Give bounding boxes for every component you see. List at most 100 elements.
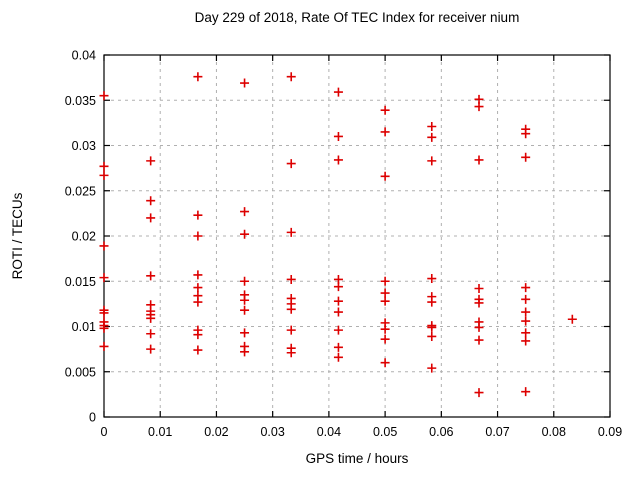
data-point — [99, 241, 109, 251]
data-point — [427, 331, 437, 341]
data-point — [240, 78, 250, 88]
y-axis-label: ROTI / TECUs — [10, 192, 25, 279]
y-tick-label: 0.005 — [65, 365, 96, 379]
y-tick-label: 0.025 — [65, 184, 96, 198]
data-point — [380, 324, 390, 334]
data-point — [146, 344, 156, 354]
data-point — [333, 296, 343, 306]
data-point — [240, 295, 250, 305]
data-point — [193, 297, 203, 307]
data-point — [286, 227, 296, 237]
y-tick-label: 0.035 — [65, 94, 96, 108]
data-point — [521, 283, 531, 293]
data-point — [427, 132, 437, 142]
data-point — [427, 274, 437, 284]
data-point — [380, 276, 390, 286]
data-point — [380, 288, 390, 298]
data-point — [240, 276, 250, 286]
data-point — [146, 213, 156, 223]
data-point — [146, 313, 156, 323]
x-tick-label: 0.06 — [429, 425, 453, 439]
data-point — [333, 87, 343, 97]
x-tick-label: 0.04 — [317, 425, 341, 439]
x-tick-label: 0.01 — [148, 425, 172, 439]
data-point — [427, 121, 437, 131]
data-point — [286, 159, 296, 169]
data-point — [99, 308, 109, 318]
x-tick-label: 0.05 — [373, 425, 397, 439]
x-tick-label: 0 — [101, 425, 108, 439]
data-point — [474, 335, 484, 345]
data-point — [521, 387, 531, 397]
data-point — [286, 348, 296, 358]
data-point — [146, 271, 156, 281]
x-tick-label: 0.07 — [485, 425, 509, 439]
data-point — [427, 156, 437, 166]
data-point — [146, 329, 156, 339]
x-tick-label: 0.09 — [598, 425, 622, 439]
data-point — [99, 161, 109, 171]
data-point — [99, 273, 109, 283]
data-point — [193, 210, 203, 220]
data-point — [99, 170, 109, 180]
data-point — [427, 363, 437, 373]
data-point — [427, 322, 437, 332]
data-point — [240, 305, 250, 315]
data-point — [333, 155, 343, 165]
data-point — [521, 129, 531, 139]
data-point — [333, 342, 343, 352]
data-point — [333, 282, 343, 292]
data-point — [427, 297, 437, 307]
chart-title: Day 229 of 2018, Rate Of TEC Index for r… — [195, 10, 520, 25]
data-point — [521, 336, 531, 346]
data-point — [380, 334, 390, 344]
x-tick-label: 0.02 — [204, 425, 228, 439]
data-point — [193, 345, 203, 355]
data-point — [333, 131, 343, 141]
data-point — [286, 304, 296, 314]
data-point — [567, 314, 577, 324]
data-point — [333, 307, 343, 317]
data-point — [193, 270, 203, 280]
data-point — [474, 298, 484, 308]
y-tick-label: 0.03 — [72, 139, 96, 153]
y-tick-label: 0.015 — [65, 275, 96, 289]
data-point — [146, 156, 156, 166]
data-point — [286, 325, 296, 335]
data-point — [240, 347, 250, 357]
y-tick-label: 0.04 — [72, 49, 96, 63]
data-point — [474, 283, 484, 293]
data-point — [380, 296, 390, 306]
data-point — [99, 323, 109, 333]
data-point — [193, 283, 203, 293]
data-point — [521, 328, 531, 338]
data-point — [193, 72, 203, 82]
x-axis-label: GPS time / hours — [306, 451, 409, 466]
data-point — [333, 325, 343, 335]
x-tick-label: 0.08 — [542, 425, 566, 439]
data-point — [474, 322, 484, 332]
data-point — [474, 388, 484, 398]
y-tick-label: 0 — [89, 411, 96, 425]
data-point — [380, 105, 390, 115]
data-point — [474, 102, 484, 112]
data-point — [99, 91, 109, 101]
data-point — [240, 328, 250, 338]
y-tick-label: 0.02 — [72, 230, 96, 244]
data-point — [286, 72, 296, 82]
data-point — [380, 171, 390, 181]
data-point — [521, 316, 531, 326]
y-tick-labels: 0 0.005 0.01 0.015 0.02 0.025 0.03 0.035 0.04 — [65, 49, 96, 425]
plot-border — [103, 54, 611, 418]
data-point — [474, 155, 484, 165]
data-point — [380, 127, 390, 137]
data-point — [240, 207, 250, 217]
data-point — [240, 229, 250, 239]
data-point — [521, 294, 531, 304]
data-point — [146, 196, 156, 206]
x-tick-label: 0.03 — [260, 425, 284, 439]
data-point — [521, 152, 531, 162]
data-point — [193, 330, 203, 340]
